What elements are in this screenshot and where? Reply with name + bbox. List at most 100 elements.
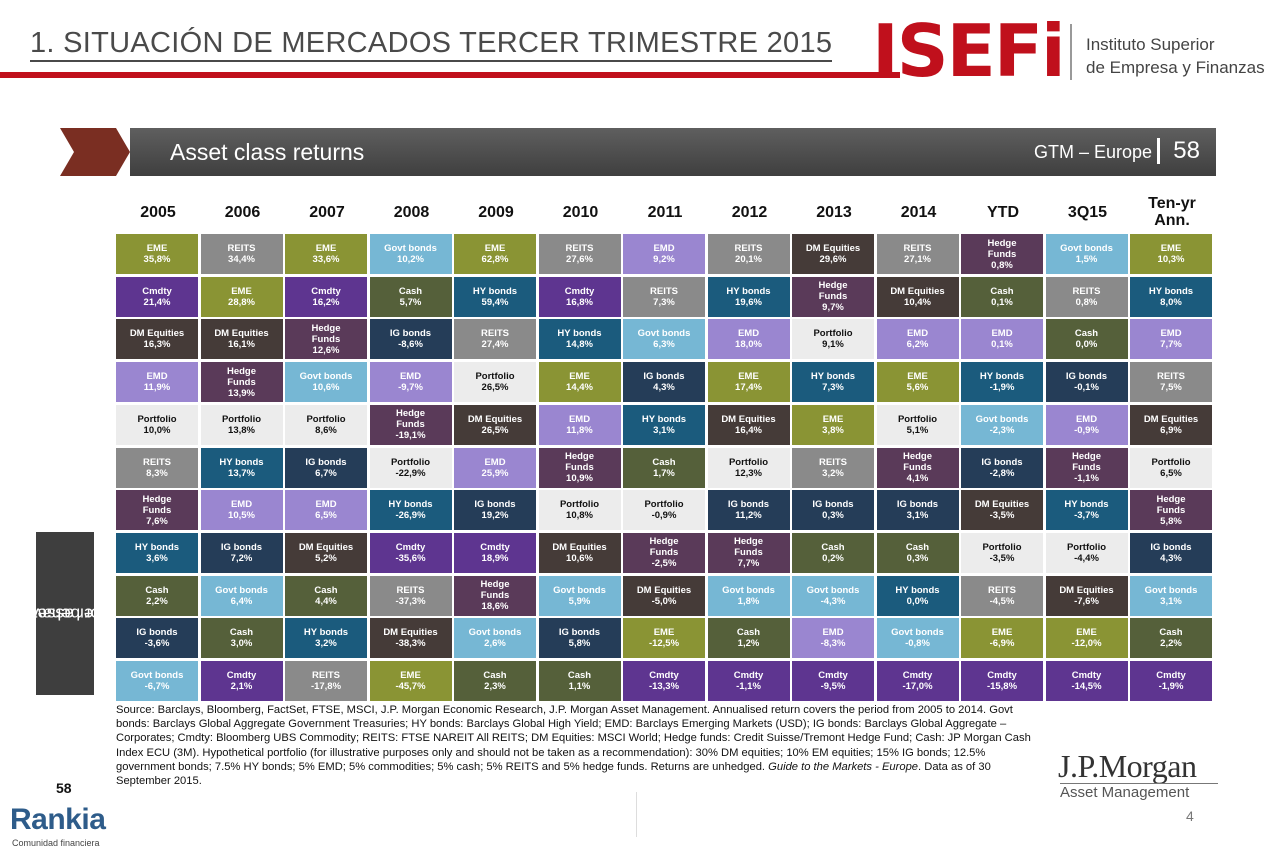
asset-class-label: REITS	[565, 243, 594, 254]
banner-title: Asset class returns	[170, 139, 365, 165]
return-value-label: 5,8%	[1160, 515, 1182, 527]
return-value-label: 3,0%	[230, 638, 253, 650]
return-cell: HY bonds 7,3%	[792, 362, 874, 403]
asset-class-label: REITS	[143, 456, 171, 468]
return-value-label: 13,7%	[228, 467, 255, 479]
return-value-label: -15,8%	[986, 681, 1018, 692]
asset-class-label: EMD	[737, 328, 760, 340]
return-value-label: 0,2%	[822, 552, 844, 564]
return-value-label: 59,4%	[481, 296, 509, 308]
return-value-label: 1,1%	[568, 681, 591, 692]
return-value-label: 9,2%	[653, 254, 675, 265]
asset-class-label: DM Equities	[298, 541, 354, 553]
return-value-label: -26,9%	[395, 510, 426, 522]
return-cell: Portfolio -3,5%	[961, 532, 1043, 573]
return-value-label: -0,8%	[905, 638, 930, 650]
asset-class-label: DM Equities	[214, 328, 269, 340]
return-value-label: 12,3%	[735, 467, 762, 479]
return-value-label: 3,1%	[1160, 595, 1182, 607]
return-value-label: 20,1%	[735, 254, 762, 265]
return-value-label: 11,9%	[143, 382, 171, 394]
return-value-label: 1,8%	[737, 595, 760, 607]
asset-class-label: Govt bonds	[806, 584, 860, 596]
return-cell: Cmdty 21,4%	[116, 276, 198, 317]
return-value-label: -0,1%	[1074, 382, 1099, 394]
return-value-label: 0,0%	[906, 595, 929, 607]
asset-class-label: EME	[738, 371, 759, 383]
return-value-label: -12,5%	[648, 638, 680, 650]
return-cell: HY bonds 3,2%	[285, 618, 367, 659]
return-cell: Govt bonds 2,6%	[454, 618, 536, 659]
asset-class-label: DM Equities	[1143, 413, 1199, 425]
banner-separator	[1157, 138, 1160, 164]
return-value-label: 3,1%	[653, 424, 675, 436]
banner-arrow-icon	[60, 128, 130, 176]
asset-class-label: Govt bonds	[1060, 243, 1113, 254]
asset-class-label: Govt bonds	[468, 627, 522, 639]
return-cell: REITS 27,1%	[876, 234, 959, 274]
return-cell: Cash 2,3%	[454, 661, 536, 701]
return-cell: REITS 27,6%	[538, 234, 621, 274]
return-cell: Hedge Funds 0,8%	[961, 234, 1043, 274]
return-value-label: -35,6%	[395, 552, 426, 564]
asset-class-label: Govt bonds	[975, 413, 1029, 425]
asset-class-label: DM Equities	[467, 413, 523, 425]
asset-class-label: HY bonds	[134, 541, 180, 553]
return-value-label: 0,1%	[991, 296, 1013, 308]
return-value-label: 2,2%	[1160, 638, 1182, 650]
return-cell: Cmdty -35,6%	[369, 532, 452, 573]
return-value-label: 13,9%	[228, 387, 255, 399]
return-cell: Hedge Funds -19,1%	[369, 404, 452, 445]
return-cell: DM Equities 5,2%	[285, 532, 367, 573]
return-value-label: 17,4%	[735, 382, 762, 394]
return-cell: EMD 18,0%	[707, 319, 790, 360]
return-cell: DM Equities -38,3%	[369, 618, 452, 659]
return-cell: Govt bonds 10,6%	[285, 362, 367, 403]
asset-class-label: Cmdty	[311, 285, 341, 297]
asset-class-label: Portfolio	[137, 413, 177, 425]
asset-class-label: Cmdty	[395, 541, 426, 553]
asset-class-label: Portfolio	[644, 499, 684, 511]
return-cell: Hedge Funds 7,7%	[707, 532, 790, 573]
return-value-label: -6,9%	[989, 638, 1015, 650]
return-cell: Cmdty -13,3%	[623, 661, 705, 701]
return-cell: Cmdty 18,9%	[454, 532, 536, 573]
return-cell: Hedge Funds 13,9%	[200, 362, 283, 403]
return-value-label: 18,9%	[481, 552, 509, 564]
return-cell: REITS 27,4%	[454, 319, 536, 360]
asset-class-label: DM Equities	[805, 243, 861, 254]
return-value-label: 0,0%	[1075, 339, 1098, 351]
asset-class-label: Portfolio	[982, 541, 1022, 553]
return-value-label: 6,3%	[653, 339, 675, 351]
return-cell: EME -45,7%	[369, 661, 452, 701]
asset-class-label: Hedge Funds	[1071, 451, 1102, 473]
return-cell: HY bonds 14,8%	[538, 319, 621, 360]
return-cell: IG bonds -3,6%	[116, 618, 198, 659]
return-cell: Cash 0,1%	[961, 276, 1043, 317]
header-red-rule	[0, 72, 900, 78]
asset-class-label: EMD	[315, 499, 337, 511]
return-value-label: 62,8%	[481, 254, 509, 265]
asset-class-label: REITS	[481, 328, 509, 340]
asset-class-label: Cmdty	[733, 670, 764, 681]
return-value-label: 0,3%	[906, 552, 929, 564]
return-value-label: 34,4%	[228, 254, 255, 265]
asset-class-label: EMD	[991, 328, 1013, 340]
asset-class-label: EMD	[146, 371, 168, 383]
return-value-label: -8,6%	[398, 339, 423, 351]
asset-class-label: Hedge Funds	[395, 408, 426, 431]
return-cell: EMD 9,2%	[623, 234, 705, 274]
asset-class-label: REITS	[1072, 285, 1101, 297]
asset-class-label: Govt bonds	[299, 371, 353, 383]
asset-class-label: Portfolio	[559, 499, 600, 511]
return-cell: EMD 25,9%	[454, 447, 536, 488]
asset-class-label: Cmdty	[818, 670, 848, 681]
year-header: 2010	[562, 203, 599, 221]
return-cell: Cmdty -14,5%	[1045, 661, 1128, 701]
return-value-label: 3,2%	[315, 638, 337, 650]
return-value-label: 2,2%	[146, 595, 168, 607]
asset-class-label: IG bonds	[727, 499, 770, 511]
return-cell: DM Equities -7,6%	[1045, 575, 1128, 616]
return-value-label: 4,4%	[315, 595, 337, 607]
return-cell: Govt bonds 1,8%	[707, 575, 790, 616]
